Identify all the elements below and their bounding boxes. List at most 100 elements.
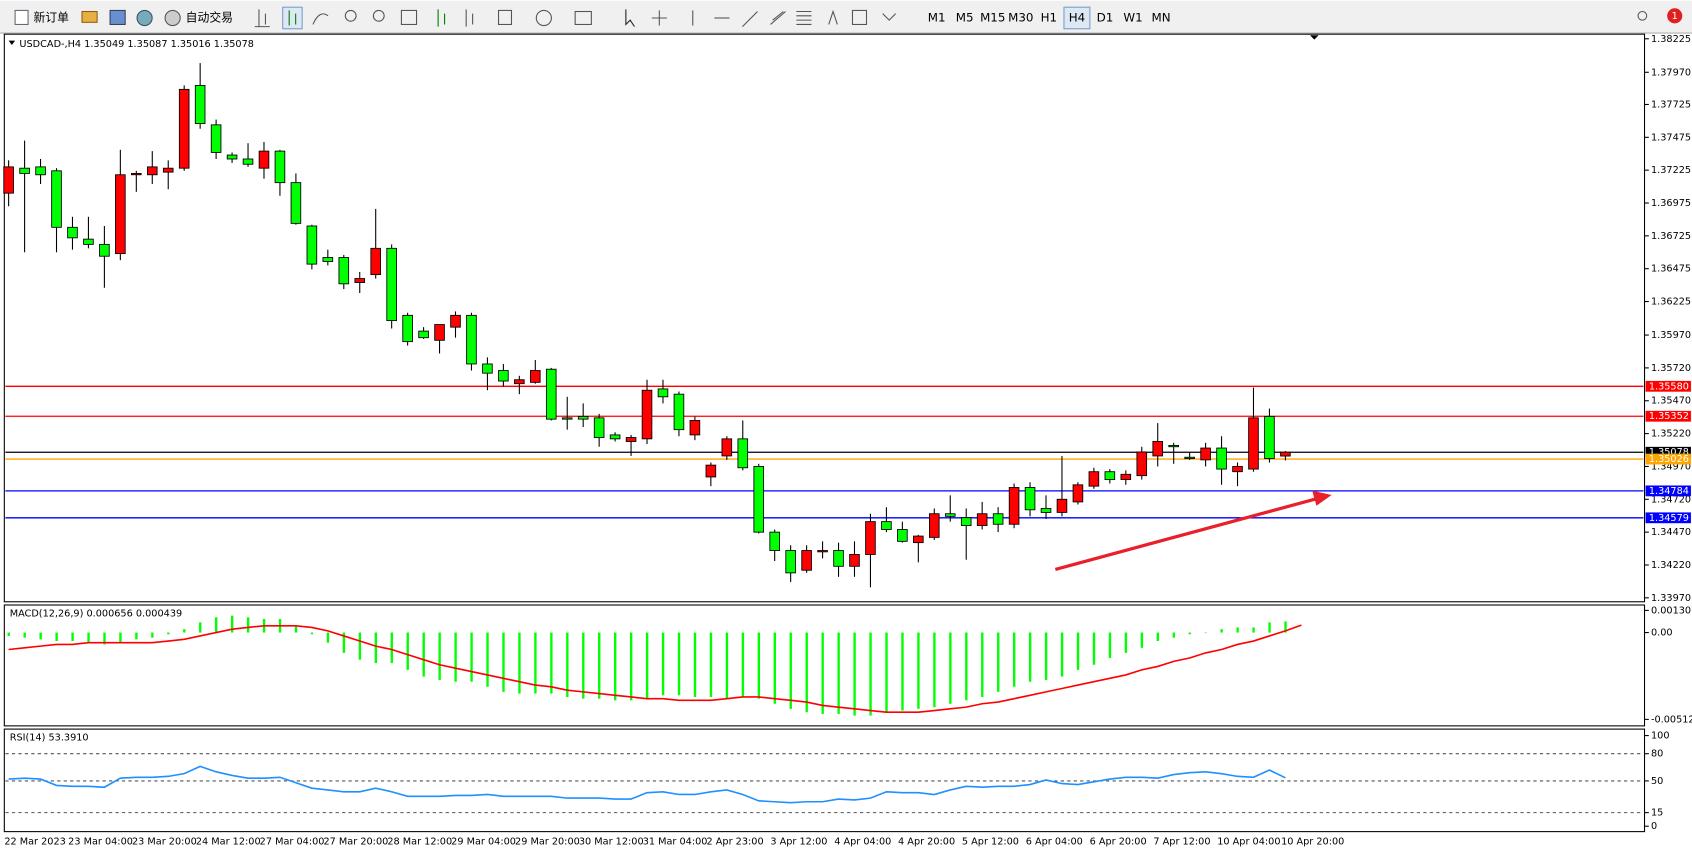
icon[interactable] <box>344 9 357 22</box>
y-tick-label: 50 <box>1651 776 1663 787</box>
y-tick-label: 0.00 <box>1651 628 1673 639</box>
icon[interactable] <box>851 9 868 26</box>
macd-bar <box>725 632 729 699</box>
candle-body <box>1232 466 1243 473</box>
icon[interactable] <box>497 9 513 26</box>
icon[interactable] <box>109 9 126 26</box>
icon[interactable] <box>770 11 786 25</box>
macd-bar <box>470 632 473 682</box>
candle-body <box>849 554 860 567</box>
y-tick-label: 1.34220 <box>1651 560 1691 571</box>
candle-body <box>1248 417 1259 470</box>
macd-signal <box>8 624 1302 714</box>
tool-icons <box>254 6 1648 30</box>
icon[interactable] <box>625 9 635 27</box>
x-tick-label: 4 Apr 20:00 <box>898 836 955 847</box>
auto-trading-button[interactable]: 自动交易 <box>186 10 233 24</box>
icon[interactable] <box>437 9 446 27</box>
timeframe-button[interactable]: M30 <box>1008 10 1033 24</box>
timeframe-button[interactable]: M1 <box>928 10 946 24</box>
icon[interactable] <box>400 9 418 26</box>
price-tag <box>1645 485 1691 497</box>
timeframe-button[interactable]: M15 <box>980 10 1005 24</box>
y-tick-label: 1.35720 <box>1651 363 1691 374</box>
icon[interactable] <box>1637 10 1648 21</box>
candle-body <box>1008 487 1020 525</box>
candle-body <box>306 225 318 265</box>
icon[interactable] <box>796 10 812 26</box>
macd-bar <box>1188 632 1191 635</box>
x-tick-label: 27 Mar 04:00 <box>260 836 325 847</box>
y-tick-label: 0.001307 <box>1651 605 1692 616</box>
macd-bar <box>151 632 154 638</box>
icon[interactable] <box>136 9 153 27</box>
icon[interactable] <box>372 9 385 22</box>
toolbar: 新订单 自动交易 <box>0 0 1692 34</box>
macd-bar <box>358 632 362 660</box>
icon[interactable] <box>164 9 181 27</box>
timeframe-button[interactable]: H1 <box>1041 10 1057 24</box>
candle-body <box>402 314 413 343</box>
icon[interactable] <box>742 11 758 28</box>
macd-bar <box>1252 627 1255 633</box>
candle-body <box>1104 471 1116 481</box>
macd-bar <box>949 632 952 704</box>
icon[interactable] <box>882 13 897 21</box>
icon[interactable] <box>828 9 838 25</box>
candle-body <box>338 257 350 285</box>
icon[interactable] <box>81 10 98 23</box>
icon[interactable] <box>465 9 474 27</box>
macd-bar <box>215 617 218 633</box>
main-panel <box>3 33 1646 603</box>
candle-body <box>178 88 190 169</box>
candle-body <box>1184 456 1195 459</box>
icon[interactable] <box>282 6 303 30</box>
icon[interactable] <box>535 9 552 27</box>
x-tick-label: 29 Mar 04:00 <box>451 836 516 847</box>
macd-bar <box>661 632 665 696</box>
icon[interactable] <box>574 10 592 26</box>
price-tag <box>1645 410 1691 422</box>
candle-body <box>386 247 397 322</box>
candle-body <box>258 150 270 169</box>
chart-title: USDCAD-,H4 1.35049 1.35087 1.35016 1.350… <box>19 39 254 50</box>
candle-body <box>944 513 956 517</box>
timeframe-button[interactable]: H4 <box>1069 10 1085 24</box>
notification-badge[interactable] <box>1667 8 1683 24</box>
new-order-button[interactable]: 新订单 <box>33 10 69 24</box>
candle-body <box>1056 498 1068 513</box>
timeframe-button[interactable]: D1 <box>1097 10 1114 24</box>
icon[interactable] <box>651 10 667 26</box>
icon[interactable] <box>312 13 329 25</box>
candle-body <box>131 173 142 176</box>
macd-bar <box>39 632 42 640</box>
candle-body <box>466 314 477 365</box>
y-tick-label: 1.36225 <box>1651 297 1691 308</box>
timeframe-button[interactable]: M5 <box>956 10 974 24</box>
macd-bar <box>933 632 936 708</box>
macd-bar <box>7 632 10 636</box>
icon[interactable] <box>288 10 297 26</box>
x-tick-label: 23 Mar 20:00 <box>132 836 197 847</box>
macd-bar <box>390 632 393 664</box>
timeframe-button[interactable]: W1 <box>1123 10 1142 24</box>
macd-bar <box>454 632 457 682</box>
candle-body <box>482 363 493 374</box>
candle-body <box>1088 471 1100 487</box>
icon[interactable] <box>14 9 29 26</box>
notification-count[interactable]: 1 <box>1672 11 1678 22</box>
timeframe-active[interactable] <box>1063 6 1091 30</box>
timeframe-button[interactable]: MN <box>1152 10 1171 24</box>
macd-bar <box>1284 621 1287 633</box>
macd-bar <box>1236 627 1239 633</box>
candle-body <box>753 466 765 533</box>
macd-bar <box>167 632 170 635</box>
macd-bar <box>582 632 585 699</box>
candle-body <box>1200 447 1211 461</box>
icon[interactable] <box>254 9 270 28</box>
candle-body <box>992 513 1004 525</box>
candle-body <box>769 531 780 551</box>
candle-body <box>83 238 94 245</box>
candle-body <box>67 226 78 239</box>
candle-body <box>3 166 14 194</box>
